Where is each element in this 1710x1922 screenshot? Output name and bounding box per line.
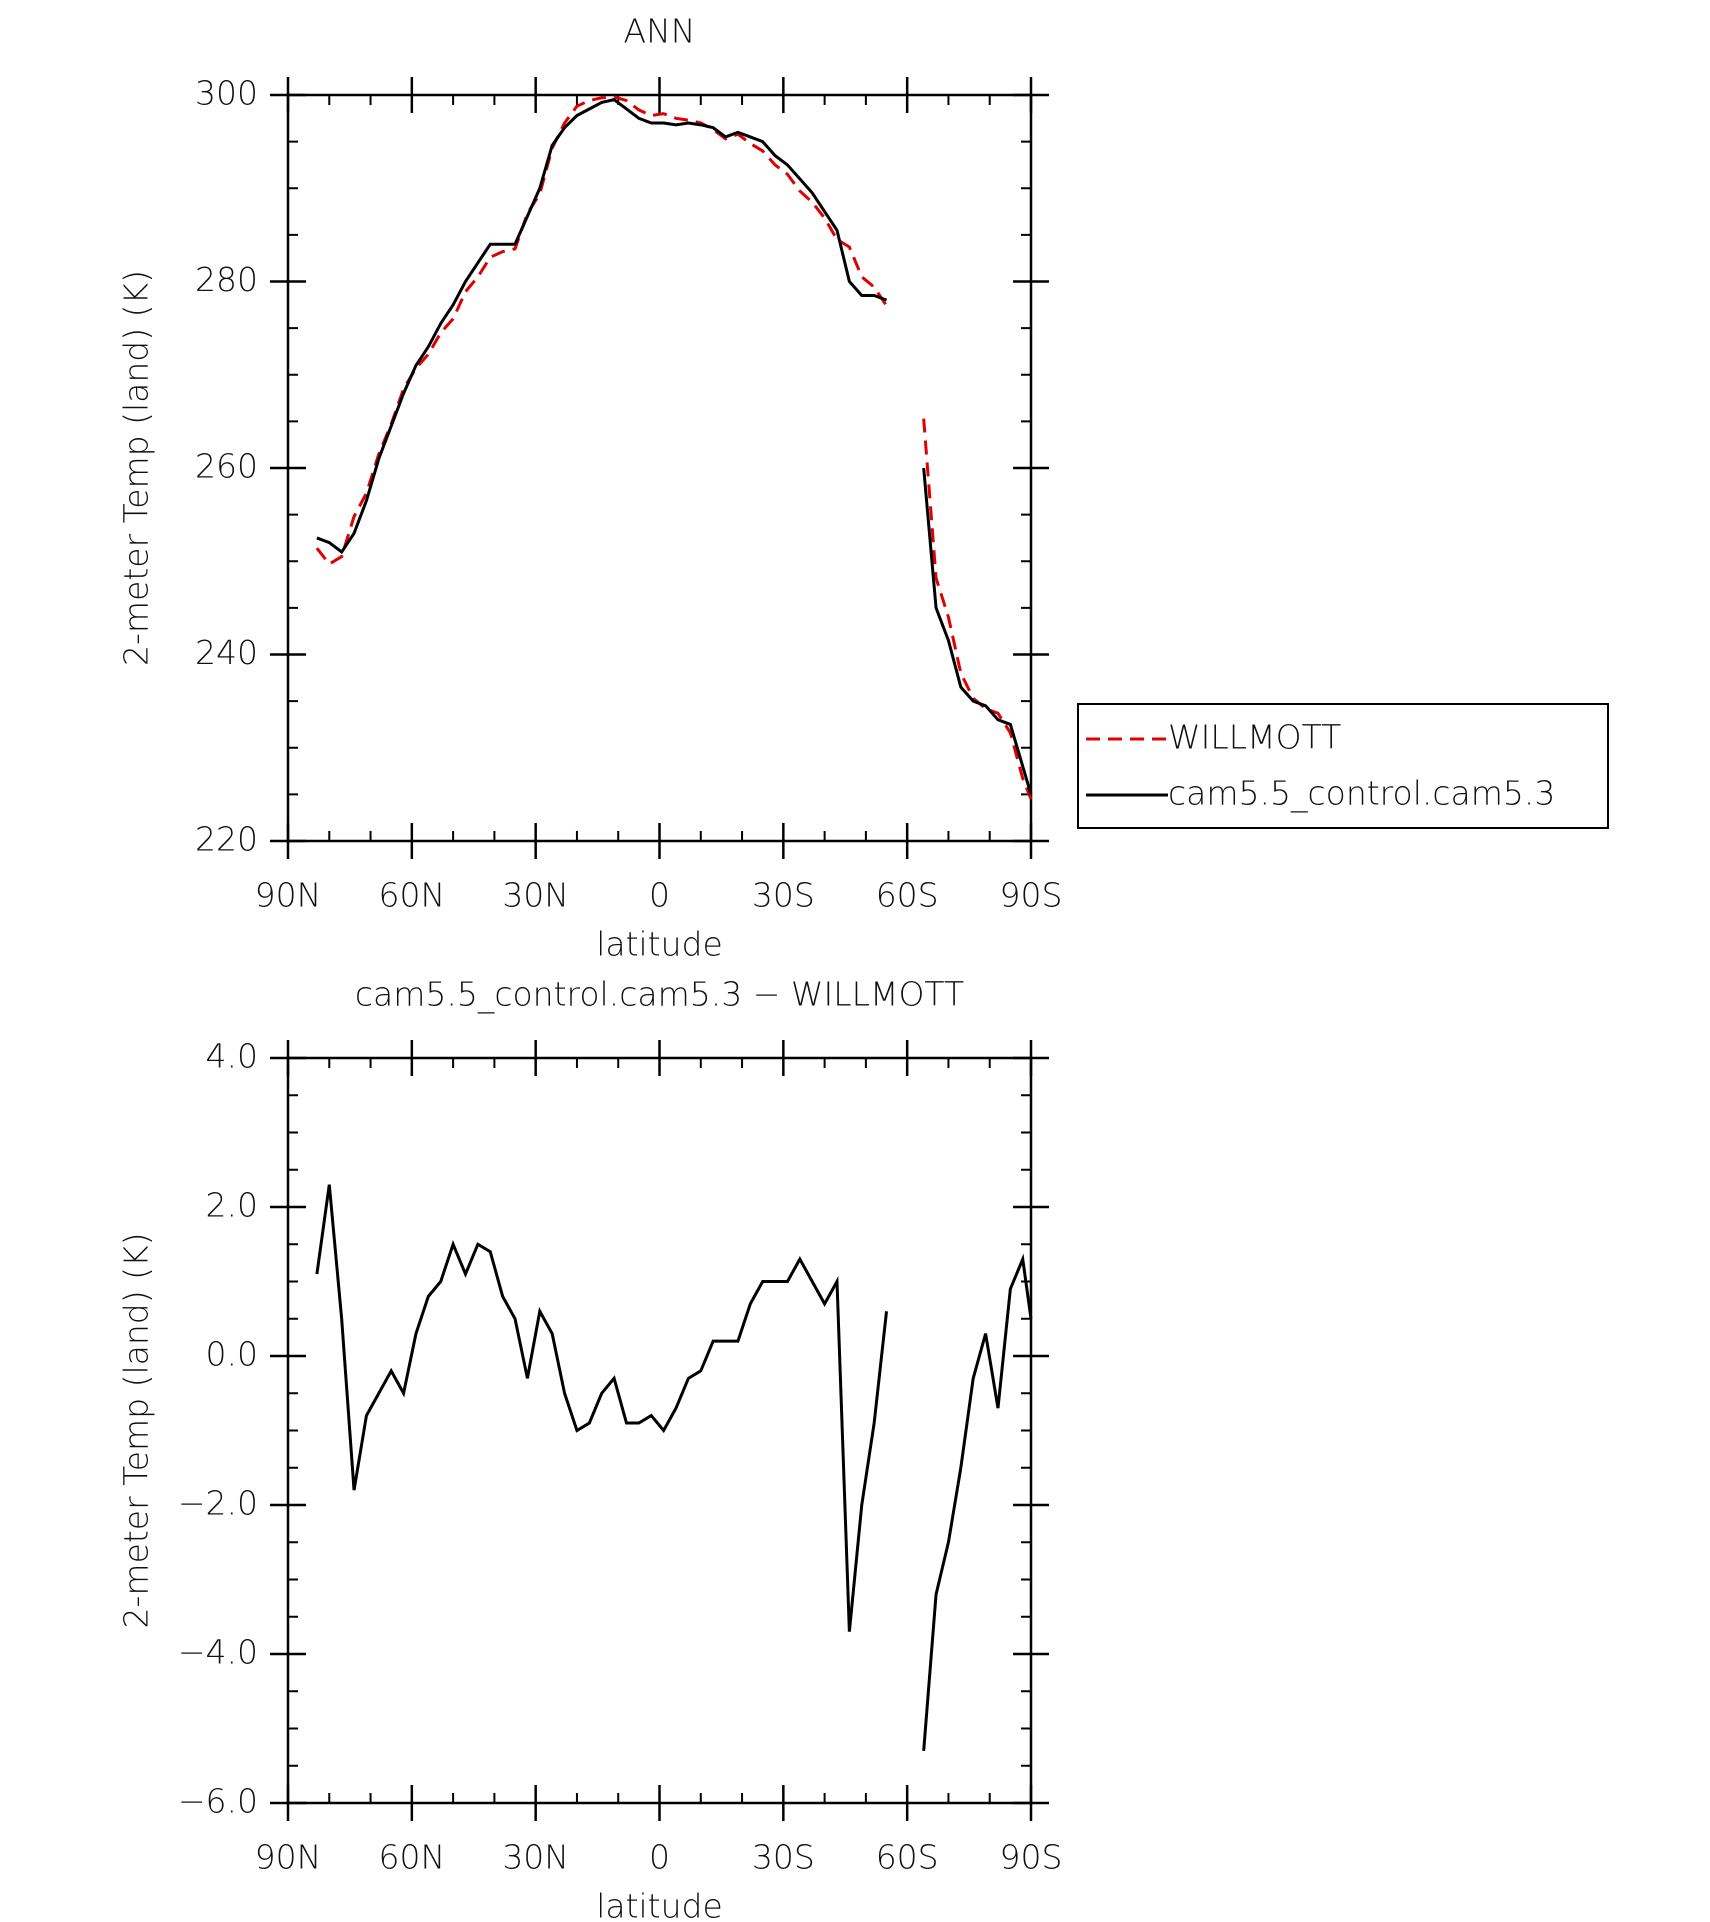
x-tick-label: 90N: [255, 876, 322, 915]
y-tick-label: 240: [195, 633, 258, 672]
x-tick-label: 90S: [1000, 876, 1063, 915]
x-tick-label: 30S: [752, 1838, 815, 1877]
data-line: [315, 95, 1033, 800]
data-line: [316, 98, 1033, 795]
legend-box: [1077, 703, 1609, 829]
y-axis-label: 2-meter Temp (land) (K): [117, 1233, 156, 1629]
x-tick-label: 0: [649, 1838, 670, 1877]
y-axis-label: 2-meter Temp (land) (K): [117, 270, 156, 666]
x-tick-label: 60S: [876, 1838, 939, 1877]
plot-frame: [286, 1056, 1033, 1805]
y-tick-label: 2.0: [206, 1186, 258, 1225]
x-axis-label: latitude: [596, 1887, 723, 1922]
x-tick-label: 60S: [876, 876, 939, 915]
chart-title: cam5.5_control.cam5.3 − WILLMOTT: [355, 975, 964, 1015]
chart-title: ANN: [624, 12, 696, 51]
y-tick-label: −2.0: [178, 1484, 258, 1523]
y-tick-label: −6.0: [178, 1782, 258, 1821]
x-tick-label: 60N: [378, 876, 445, 915]
legend-label: cam5.5_control.cam5.3: [1168, 774, 1555, 814]
y-tick-label: 280: [195, 260, 258, 299]
y-tick-label: 4.0: [206, 1037, 258, 1076]
x-tick-label: 30N: [502, 876, 569, 915]
y-tick-label: 260: [195, 447, 258, 486]
x-axis-label: latitude: [596, 925, 723, 964]
x-tick-label: 90S: [1000, 1838, 1063, 1877]
legend-label: WILLMOTT: [1168, 718, 1341, 757]
x-tick-label: 30N: [502, 1838, 569, 1877]
x-tick-label: 90N: [255, 1838, 322, 1877]
data-line: [315, 1184, 1033, 1751]
x-tick-label: 60N: [378, 1838, 445, 1877]
plot-frame: [286, 93, 1033, 843]
x-tick-label: 30S: [752, 876, 815, 915]
y-tick-label: 0.0: [206, 1335, 258, 1374]
y-tick-label: 220: [195, 820, 258, 859]
y-tick-label: 300: [195, 74, 258, 113]
x-tick-label: 0: [649, 876, 670, 915]
y-tick-label: −4.0: [178, 1633, 258, 1672]
